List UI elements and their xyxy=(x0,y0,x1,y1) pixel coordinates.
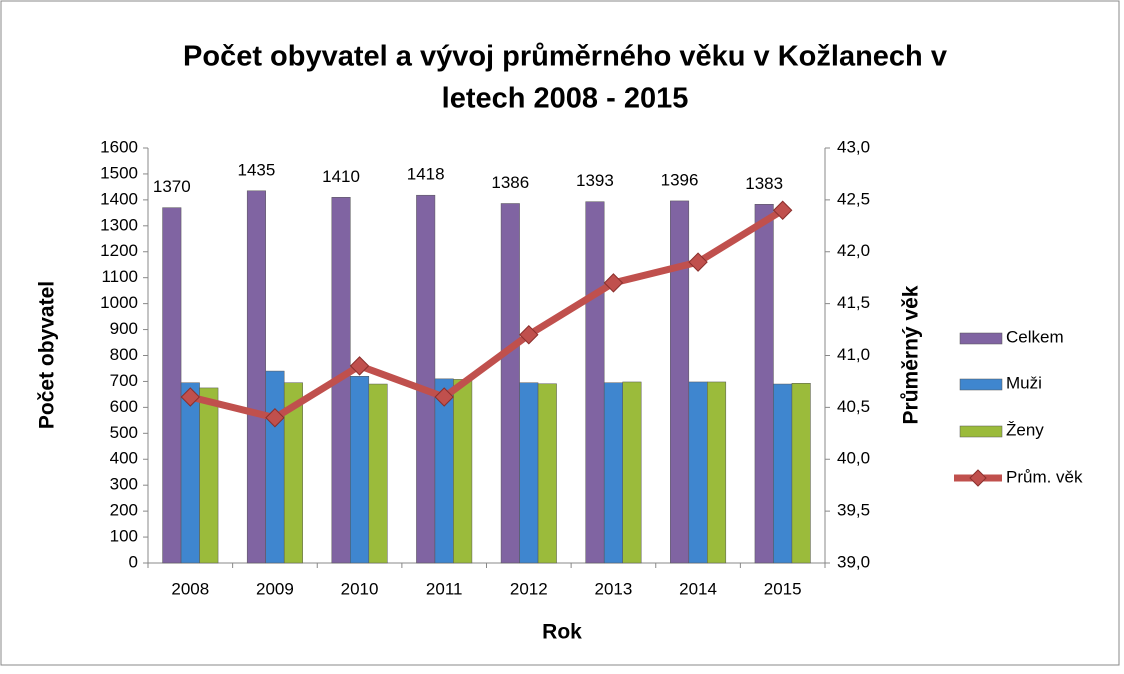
y2-tick-label: 40,0 xyxy=(837,449,870,468)
data-label: 1370 xyxy=(153,177,191,196)
y2-tick-label: 42,0 xyxy=(837,241,870,260)
bar xyxy=(773,383,793,564)
data-label: 1383 xyxy=(745,174,783,193)
legend-label: Ženy xyxy=(1006,420,1044,439)
bar xyxy=(162,207,182,564)
y-tick-label: 1100 xyxy=(101,267,138,286)
x-tick-label: 2015 xyxy=(764,579,802,598)
y-tick-label: 700 xyxy=(110,371,138,390)
line-marker xyxy=(180,387,201,407)
y-tick-label: 900 xyxy=(110,319,138,338)
y-tick-label: 300 xyxy=(110,475,138,494)
y2-tick-label: 43,0 xyxy=(837,137,870,156)
line-marker xyxy=(688,252,708,272)
line-marker xyxy=(349,356,370,376)
bar xyxy=(500,203,520,564)
x-tick-label: 2010 xyxy=(341,579,379,598)
bar xyxy=(519,382,539,564)
y-tick-label: 1400 xyxy=(100,189,138,208)
x-tick-label: 2014 xyxy=(679,579,717,598)
y-tick-label: 0 xyxy=(129,552,138,571)
legend-label: Prům. věk xyxy=(1006,467,1083,486)
bar xyxy=(688,381,708,564)
x-tick-label: 2012 xyxy=(510,579,548,598)
bar xyxy=(350,376,370,564)
bar xyxy=(585,201,605,564)
data-label: 1435 xyxy=(238,160,276,179)
legend-swatch xyxy=(969,469,987,487)
y-tick-label: 100 xyxy=(110,527,138,546)
y-tick-label: 200 xyxy=(110,501,138,520)
y-tick-label: 800 xyxy=(110,345,138,364)
legend-swatch xyxy=(959,332,1003,345)
legend-label: Muži xyxy=(1006,373,1042,392)
bar xyxy=(791,383,811,564)
x-tick-label: 2008 xyxy=(171,579,209,598)
chart-title: Počet obyvatel a vývoj průměrného věku v… xyxy=(183,41,947,73)
bar xyxy=(537,383,557,564)
bar xyxy=(453,379,473,564)
y2-tick-label: 41,5 xyxy=(837,293,870,312)
bar xyxy=(265,370,285,564)
y-tick-label: 1500 xyxy=(100,163,138,182)
data-label: 1418 xyxy=(407,165,445,184)
y2-tick-label: 42,5 xyxy=(837,189,870,208)
data-label: 1410 xyxy=(322,167,360,186)
y-tick-label: 500 xyxy=(110,423,138,442)
bar xyxy=(416,194,436,564)
y2-axis-title: Průměrný věk xyxy=(900,285,923,424)
y-tick-label: 1300 xyxy=(100,215,138,234)
bar xyxy=(603,382,623,564)
line-marker xyxy=(772,200,793,220)
y-axis-title: Počet obyvatel xyxy=(36,281,59,429)
y2-tick-label: 39,5 xyxy=(837,501,870,520)
data-label: 1393 xyxy=(576,171,614,190)
line xyxy=(189,207,785,422)
y2-tick-label: 40,5 xyxy=(837,397,870,416)
bar xyxy=(670,200,690,564)
y-tick-label: 1600 xyxy=(100,137,138,156)
line-marker xyxy=(434,387,454,407)
data-label: 1386 xyxy=(491,173,529,192)
x-tick-label: 2009 xyxy=(256,579,294,598)
bar xyxy=(246,190,266,564)
line-marker xyxy=(265,408,285,428)
data-label: 1396 xyxy=(661,170,699,189)
y2-tick-label: 41,0 xyxy=(837,345,870,364)
legend-label: Celkem xyxy=(1006,327,1064,346)
x-axis-title: Rok xyxy=(542,621,582,644)
bar xyxy=(622,381,642,564)
y-tick-label: 400 xyxy=(110,449,138,468)
y-tick-label: 600 xyxy=(110,397,138,416)
y-tick-label: 1200 xyxy=(100,241,138,260)
line-marker xyxy=(519,325,539,345)
chart-title: letech 2008 - 2015 xyxy=(442,83,689,115)
bar xyxy=(199,387,219,564)
y-tick-label: 1000 xyxy=(100,293,138,312)
line-marker xyxy=(603,273,624,293)
x-tick-label: 2013 xyxy=(595,579,633,598)
legend-swatch xyxy=(959,425,1003,438)
y2-tick-label: 39,0 xyxy=(837,552,870,571)
legend-swatch xyxy=(959,378,1003,391)
bar xyxy=(283,382,303,564)
bar xyxy=(707,381,727,564)
bar xyxy=(180,382,200,564)
bar xyxy=(368,383,388,564)
x-tick-label: 2011 xyxy=(426,579,463,598)
bar xyxy=(754,204,774,564)
